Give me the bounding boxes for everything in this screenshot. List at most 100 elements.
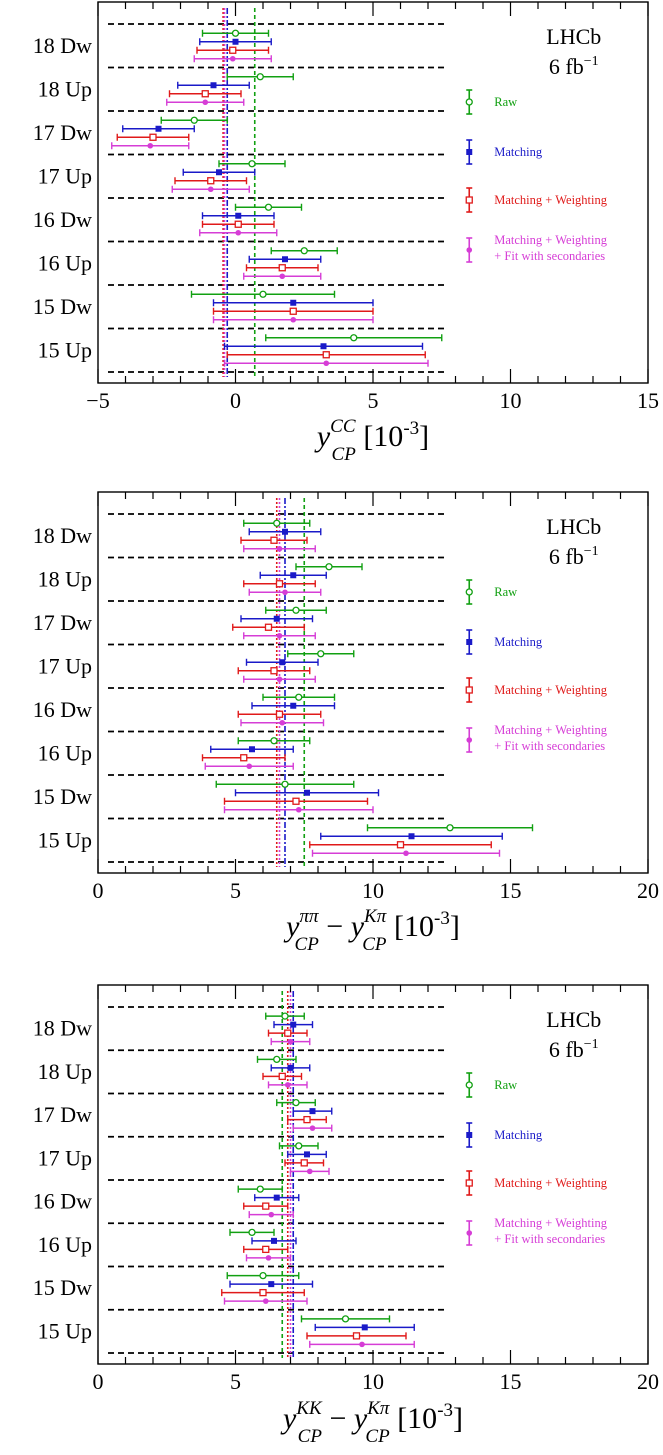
x-axis-label: yππ CP − yKπ CP [10-3] bbox=[283, 906, 460, 955]
data-point bbox=[210, 745, 294, 753]
data-point bbox=[248, 588, 322, 596]
data-point bbox=[245, 1254, 292, 1262]
x-tick-label: −5 bbox=[86, 388, 109, 413]
data-point bbox=[314, 1323, 415, 1331]
data-point bbox=[311, 849, 501, 857]
data-point bbox=[166, 98, 245, 106]
legend-entry: Raw bbox=[465, 1072, 517, 1098]
x-tick-label: 5 bbox=[368, 388, 379, 413]
x-tick-label: 5 bbox=[230, 1369, 241, 1394]
x-tick-label: 10 bbox=[500, 388, 522, 413]
data-point bbox=[234, 203, 303, 211]
x-tick-label: 20 bbox=[637, 1369, 659, 1394]
data-point bbox=[265, 334, 443, 342]
x-tick-label: 10 bbox=[362, 1369, 384, 1394]
data-point bbox=[237, 737, 311, 745]
data-point bbox=[320, 832, 503, 840]
data-point bbox=[251, 702, 336, 710]
data-point bbox=[243, 580, 316, 588]
data-point bbox=[251, 1237, 297, 1245]
legend-entry: Matching + Weighting bbox=[465, 1170, 608, 1196]
data-point bbox=[254, 1194, 300, 1202]
data-point bbox=[201, 220, 275, 228]
data-point bbox=[226, 1271, 300, 1280]
data-point bbox=[168, 90, 242, 98]
legend-label: Matching + Weighting bbox=[494, 193, 607, 207]
data-point bbox=[182, 168, 256, 176]
x-tick-label: 0 bbox=[93, 878, 104, 903]
data-point bbox=[292, 1124, 333, 1132]
data-point bbox=[232, 623, 305, 631]
x-tick-label: 15 bbox=[500, 878, 522, 903]
data-point bbox=[309, 1340, 415, 1348]
data-point bbox=[292, 1107, 333, 1115]
data-point bbox=[199, 229, 278, 237]
data-point bbox=[196, 46, 270, 54]
data-point bbox=[245, 264, 319, 272]
data-point bbox=[229, 1280, 314, 1288]
data-point bbox=[243, 675, 316, 683]
category-label: 18 Dw bbox=[33, 523, 92, 548]
data-point bbox=[243, 545, 316, 553]
legend-label: Matching bbox=[494, 635, 543, 649]
category-label: 17 Dw bbox=[33, 120, 92, 145]
category-label: 16 Up bbox=[38, 250, 92, 275]
data-point bbox=[262, 1072, 303, 1081]
data-point bbox=[223, 359, 429, 367]
legend-label: Matching + Weighting bbox=[494, 723, 607, 737]
legend-label: Matching + Weighting bbox=[494, 1216, 607, 1230]
category-label: 18 Up bbox=[38, 76, 92, 101]
data-point bbox=[212, 316, 374, 324]
data-point bbox=[366, 824, 534, 832]
legend-label: Matching + Weighting bbox=[494, 683, 607, 697]
data-point bbox=[287, 650, 355, 658]
data-point bbox=[273, 1021, 314, 1029]
data-point bbox=[218, 160, 286, 168]
legend-entry: Matching + Weighting + Fit with secondari… bbox=[466, 233, 608, 263]
data-point bbox=[240, 615, 314, 623]
data-point bbox=[267, 1029, 308, 1037]
category-label: 18 Up bbox=[38, 566, 92, 591]
data-point bbox=[243, 272, 322, 280]
data-point bbox=[204, 762, 294, 770]
data-point bbox=[265, 1012, 305, 1020]
legend-entry: Matching + Weighting bbox=[465, 187, 608, 213]
data-point bbox=[226, 73, 294, 81]
data-point bbox=[256, 1055, 297, 1064]
x-tick-label: 15 bbox=[637, 388, 659, 413]
data-point bbox=[248, 1211, 294, 1219]
category-label: 15 Up bbox=[38, 827, 92, 852]
data-point bbox=[259, 571, 327, 579]
legend-entry: Matching bbox=[466, 629, 543, 655]
data-point bbox=[248, 528, 322, 536]
category-label: 18 Dw bbox=[33, 33, 92, 58]
x-axis-label: yKK CP − yKπ CP [10-3] bbox=[280, 1398, 463, 1447]
data-point bbox=[265, 606, 327, 614]
data-point bbox=[284, 1159, 325, 1167]
legend-label: Raw bbox=[494, 1078, 517, 1092]
legend-entry: Raw bbox=[465, 579, 517, 605]
data-point bbox=[289, 1167, 330, 1175]
legend-entry: Matching bbox=[466, 139, 543, 165]
data-point bbox=[234, 789, 380, 797]
category-label: 15 Up bbox=[38, 337, 92, 362]
data-point bbox=[237, 1185, 283, 1193]
data-point bbox=[223, 797, 369, 805]
data-point bbox=[122, 125, 195, 133]
data-point bbox=[243, 1245, 289, 1254]
data-point bbox=[116, 133, 190, 141]
data-point bbox=[267, 1081, 308, 1089]
chart-panel-ypipi: 18 Dw 18 Up 17 Dw 17 Up 16 Dw 16 Up 15 Dw 15 Up… bbox=[33, 491, 659, 955]
category-label: 15 Up bbox=[38, 1318, 92, 1343]
chart-panel-yKK: 18 Dw 18 Up 17 Dw 17 Up 16 Dw 16 Up 15 Dw 15 Up… bbox=[33, 984, 659, 1447]
legend-label: + Fit with secondaries bbox=[494, 1232, 605, 1246]
data-point bbox=[223, 1297, 308, 1305]
annotation-lumi: 6 fb−1 bbox=[549, 1037, 599, 1062]
data-point bbox=[212, 299, 374, 307]
data-point bbox=[309, 841, 492, 849]
data-point bbox=[171, 185, 250, 193]
category-label: 18 Up bbox=[38, 1059, 92, 1084]
category-label: 16 Dw bbox=[33, 207, 92, 232]
category-label: 16 Dw bbox=[33, 697, 92, 722]
